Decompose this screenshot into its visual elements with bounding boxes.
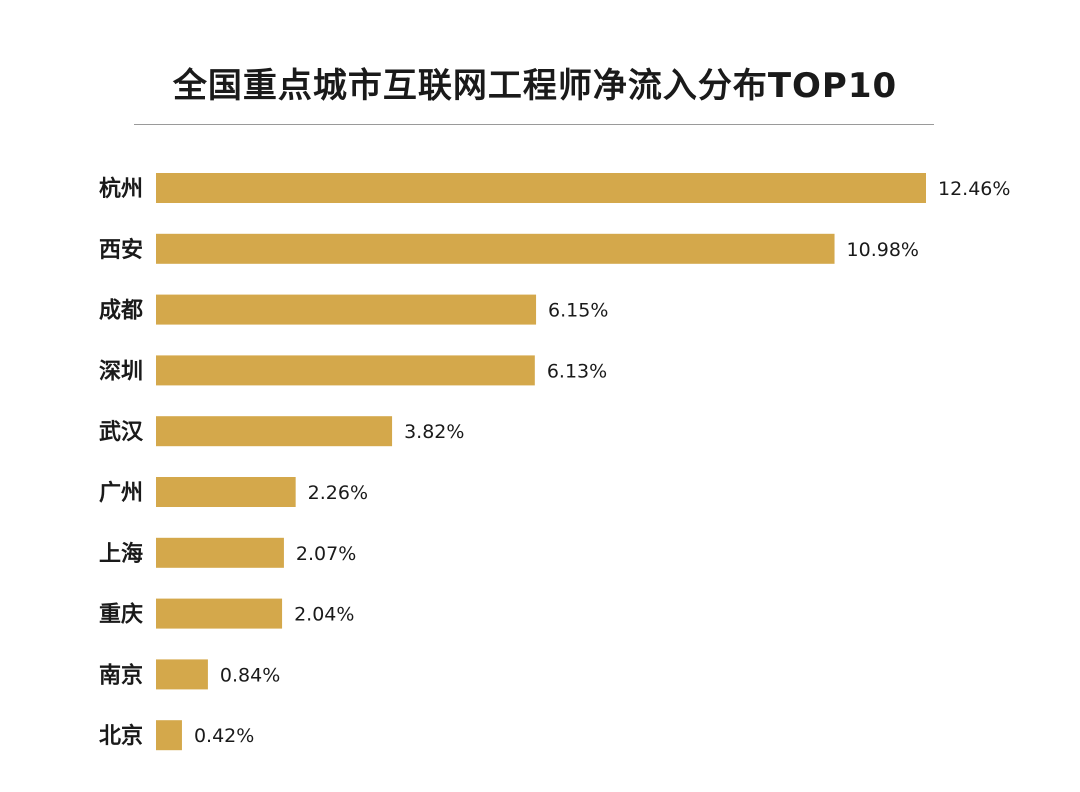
value-label: 6.13% [547,360,607,382]
bar [156,294,537,325]
category-label: 成都 [99,299,143,324]
value-label: 2.26% [308,482,368,504]
bar [156,537,284,568]
category-label: 深圳 [99,359,143,384]
value-label: 2.07% [296,543,356,565]
chart-title: 全国重点城市互联网工程师净流入分布TOP10 [172,66,898,106]
value-label: 2.04% [294,604,354,626]
category-label: 上海 [99,541,143,567]
category-label: 西安 [99,237,143,263]
category-label: 杭州 [99,176,143,202]
category-label: 南京 [99,662,143,688]
category-label: 武汉 [99,420,144,445]
bar [156,355,535,386]
value-label: 12.46% [938,178,1010,200]
bar [156,233,835,264]
bar [156,477,296,507]
bar [156,720,182,751]
value-label: 6.15% [548,300,608,322]
value-label: 0.84% [220,664,280,686]
category-label: 广州 [99,480,143,506]
category-label: 北京 [99,723,143,749]
value-label: 0.42% [194,725,254,747]
bar [156,659,208,690]
value-label: 3.82% [404,421,464,443]
category-label: 重庆 [99,602,143,628]
bar [156,598,283,629]
bar [156,416,393,447]
bar [156,173,926,203]
value-label: 10.98% [847,239,919,261]
title-divider [134,124,934,125]
